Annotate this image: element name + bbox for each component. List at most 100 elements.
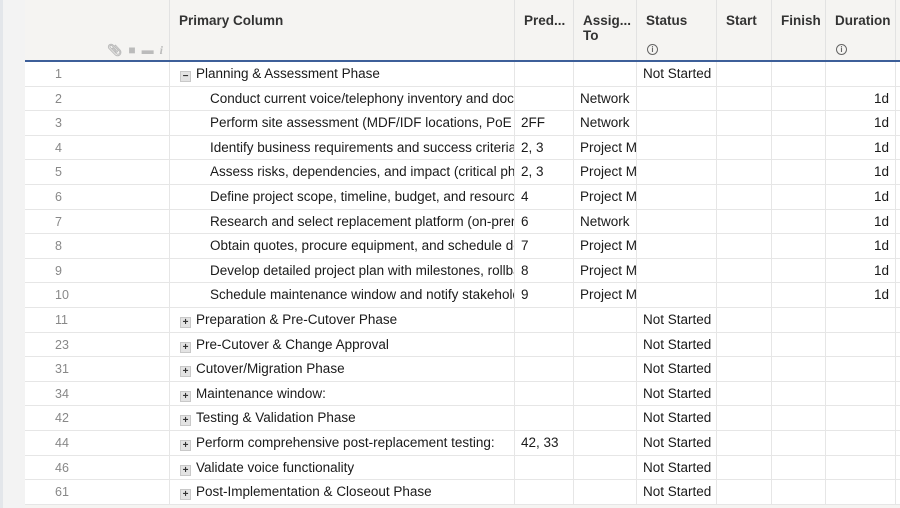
header-status[interactable]: Status i [637,0,717,60]
status-cell[interactable] [637,160,717,184]
start-cell[interactable] [717,234,772,258]
duration-cell[interactable]: 1d [826,258,896,283]
assigned-to-cell[interactable] [574,332,637,357]
expand-icon[interactable]: + [180,390,191,402]
predecessors-cell[interactable] [515,307,574,332]
finish-cell[interactable] [772,430,826,455]
status-cell[interactable] [637,86,717,111]
finish-cell[interactable] [772,209,826,234]
duration-cell[interactable]: 1d [826,184,896,209]
assigned-to-cell[interactable] [574,455,637,480]
table-row[interactable]: 9 Develop detailed project plan with mile… [25,258,900,284]
table-row[interactable]: 2 Conduct current voice/telephony invento… [25,86,900,112]
task-name-cell[interactable]: Research and select replacement platform… [170,209,515,234]
status-cell[interactable]: Not Started [637,455,717,480]
finish-cell[interactable] [772,135,826,160]
task-name-cell[interactable]: + Maintenance window: [170,381,515,406]
expand-icon[interactable]: + [180,341,191,353]
table-row[interactable]: 46 + Validate voice functionality Not Start… [25,455,900,481]
finish-cell[interactable] [772,480,826,504]
assigned-to-cell[interactable]: Project M [574,283,637,307]
finish-cell[interactable] [772,184,826,209]
predecessors-cell[interactable] [515,332,574,357]
status-cell[interactable]: Not Started [637,307,717,332]
expand-icon[interactable]: + [180,464,191,476]
finish-cell[interactable] [772,283,826,307]
table-row[interactable]: 7 Research and select replacement platfor… [25,209,900,235]
task-name-cell[interactable]: + Preparation & Pre-Cutover Phase [170,307,515,332]
duration-cell[interactable]: 1d [826,135,896,160]
table-row[interactable]: 10 Schedule maintenance window and notify… [25,283,900,308]
predecessors-cell[interactable] [515,406,574,430]
task-name-cell[interactable]: + Pre-Cutover & Change Approval [170,332,515,357]
assigned-to-cell[interactable]: Project M [574,160,637,184]
header-start[interactable]: Start [717,0,772,60]
status-cell[interactable]: Not Started [637,406,717,430]
task-name-cell[interactable]: Define project scope, timeline, budget, … [170,184,515,209]
task-name-cell[interactable]: + Perform comprehensive post-replacement … [170,430,515,455]
start-cell[interactable] [717,455,772,480]
duration-cell[interactable]: 1d [826,160,896,184]
start-cell[interactable] [717,406,772,430]
header-finish[interactable]: Finish [772,0,826,60]
expand-icon[interactable]: + [180,316,191,328]
task-name-cell[interactable]: Conduct current voice/telephony inventor… [170,86,515,111]
predecessors-cell[interactable]: 7 [515,234,574,258]
status-cell[interactable] [637,111,717,135]
header-primary-column[interactable]: Primary Column [170,0,515,60]
predecessors-cell[interactable] [515,480,574,504]
header-duration[interactable]: Duration i [826,0,896,60]
duration-cell[interactable]: 1d [826,283,896,307]
duration-cell[interactable]: 1d [826,86,896,111]
status-cell[interactable] [637,135,717,160]
predecessors-cell[interactable] [515,86,574,111]
status-cell[interactable]: Not Started [637,62,717,86]
assigned-to-cell[interactable] [574,307,637,332]
assigned-to-cell[interactable] [574,381,637,406]
finish-cell[interactable] [772,258,826,283]
table-row[interactable]: 8 Obtain quotes, procure equipment, and s… [25,234,900,259]
predecessors-cell[interactable]: 4 [515,184,574,209]
task-name-cell[interactable]: Develop detailed project plan with miles… [170,258,515,283]
task-name-cell[interactable]: + Cutover/Migration Phase [170,357,515,381]
table-row[interactable]: 31 + Cutover/Migration Phase Not Started [25,357,900,382]
start-cell[interactable] [717,258,772,283]
predecessors-cell[interactable]: 2, 3 [515,160,574,184]
predecessors-cell[interactable]: 6 [515,209,574,234]
task-name-cell[interactable]: + Testing & Validation Phase [170,406,515,430]
status-cell[interactable]: Not Started [637,357,717,381]
start-cell[interactable] [717,160,772,184]
duration-cell[interactable] [826,332,896,357]
status-cell[interactable]: Not Started [637,480,717,504]
assigned-to-cell[interactable]: Network [574,111,637,135]
finish-cell[interactable] [772,160,826,184]
start-cell[interactable] [717,86,772,111]
finish-cell[interactable] [772,332,826,357]
start-cell[interactable] [717,430,772,455]
task-name-cell[interactable]: Obtain quotes, procure equipment, and sc… [170,234,515,258]
assigned-to-cell[interactable]: Project M [574,184,637,209]
start-cell[interactable] [717,135,772,160]
status-cell[interactable]: Not Started [637,381,717,406]
task-name-cell[interactable]: − Planning & Assessment Phase [170,62,515,86]
table-row[interactable]: 11 + Preparation & Pre-Cutover Phase Not St… [25,307,900,333]
status-cell[interactable] [637,234,717,258]
assigned-to-cell[interactable] [574,430,637,455]
finish-cell[interactable] [772,406,826,430]
finish-cell[interactable] [772,307,826,332]
task-name-cell[interactable]: Identify business requirements and succe… [170,135,515,160]
table-row[interactable]: 61 + Post-Implementation & Closeout Phase N… [25,480,900,505]
finish-cell[interactable] [772,86,826,111]
predecessors-cell[interactable]: 42, 33 [515,430,574,455]
status-cell[interactable] [637,209,717,234]
duration-cell[interactable] [826,406,896,430]
task-name-cell[interactable]: + Validate voice functionality [170,455,515,480]
table-row[interactable]: 23 + Pre-Cutover & Change Approval Not Star… [25,332,900,358]
info-icon[interactable]: i [647,44,658,55]
duration-cell[interactable]: 1d [826,234,896,258]
start-cell[interactable] [717,357,772,381]
duration-cell[interactable] [826,381,896,406]
table-row[interactable]: 4 Identify business requirements and succ… [25,135,900,161]
assigned-to-cell[interactable] [574,357,637,381]
assigned-to-cell[interactable]: Network [574,86,637,111]
